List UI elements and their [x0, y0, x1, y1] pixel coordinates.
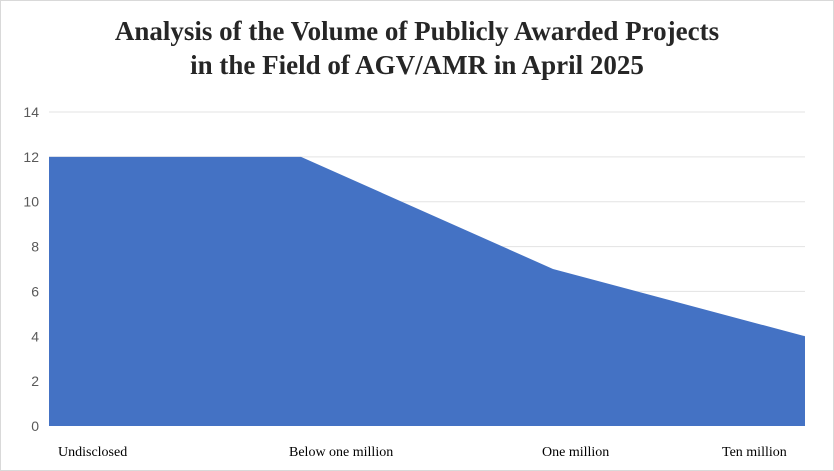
y-tick-label: 6: [31, 283, 39, 299]
y-tick-label: 2: [31, 373, 39, 389]
chart-title-line-2: in the Field of AGV/AMR in April 2025: [190, 50, 644, 80]
area-fill: [49, 156, 805, 426]
x-axis-categories: Undisclosed Below one million One millio…: [58, 445, 787, 460]
y-tick-label: 0: [31, 418, 39, 434]
y-tick-label: 10: [23, 194, 39, 210]
y-axis-ticks: 0 2 4 6 8 10 12 14: [23, 104, 39, 434]
chart-title: Analysis of the Volume of Publicly Award…: [0, 14, 834, 82]
x-category-label: Ten million: [722, 445, 787, 460]
series-area: [49, 156, 805, 426]
chart-title-line-1: Analysis of the Volume of Publicly Award…: [114, 16, 720, 46]
x-category-label: Below one million: [289, 445, 393, 460]
x-category-label: Undisclosed: [58, 445, 127, 460]
x-category-label: One million: [542, 445, 609, 460]
y-tick-label: 4: [31, 328, 39, 344]
y-tick-label: 8: [31, 239, 39, 255]
y-tick-label: 12: [23, 149, 39, 165]
y-tick-label: 14: [23, 104, 39, 120]
